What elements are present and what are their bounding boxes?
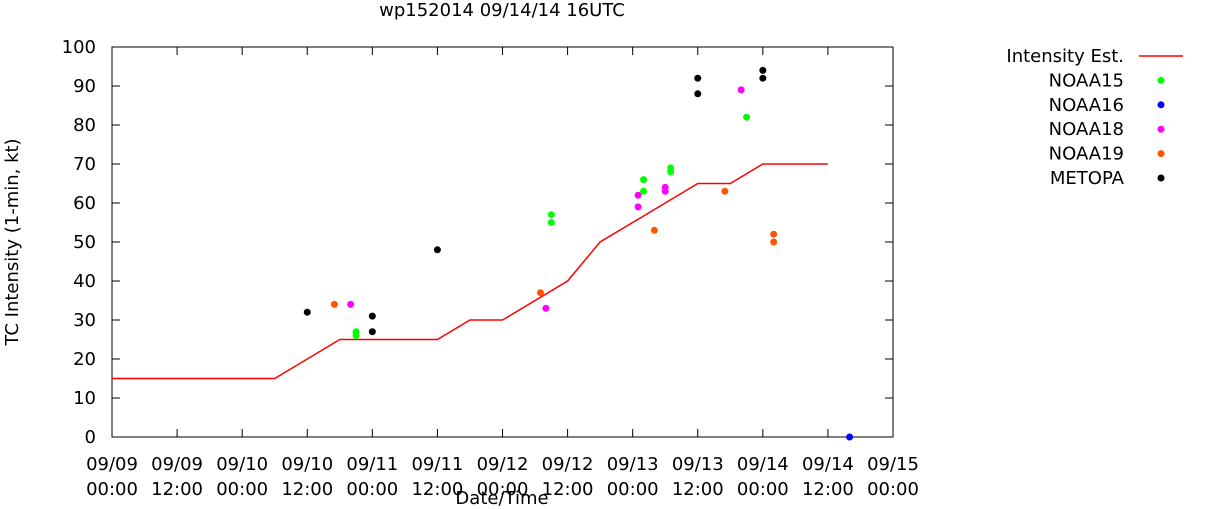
x-tick-label-date: 09/12 xyxy=(477,454,529,475)
x-tick-label-date: 09/14 xyxy=(737,454,789,475)
y-tick-label: 10 xyxy=(73,388,96,409)
x-tick-label-date: 09/14 xyxy=(802,454,854,475)
legend-label-noaa16: NOAA16 xyxy=(1049,95,1124,116)
y-tick-label: 60 xyxy=(73,193,96,214)
y-tick-label: 50 xyxy=(73,232,96,253)
y-tick-label: 80 xyxy=(73,115,96,136)
data-point-metopa xyxy=(759,74,767,82)
y-tick-label: 0 xyxy=(85,427,96,448)
legend-label-noaa19: NOAA19 xyxy=(1049,144,1124,165)
data-point-noaa15 xyxy=(547,211,555,219)
x-tick-label-time: 12:00 xyxy=(151,479,203,500)
x-tick-label-time: 12:00 xyxy=(411,479,463,500)
y-tick-label: 30 xyxy=(73,310,96,331)
legend-label-noaa15: NOAA15 xyxy=(1049,70,1124,91)
x-tick-label-date: 09/11 xyxy=(346,454,398,475)
plot-axes: 0 10 20 30 40 50 60 70 80 90 100 09/09 00:00 09/09 12:… xyxy=(62,37,919,500)
x-tick-label-date: 09/10 xyxy=(281,454,333,475)
data-point-metopa xyxy=(368,312,376,320)
x-tick-label-date: 09/09 xyxy=(151,454,203,475)
legend-label-noaa18: NOAA18 xyxy=(1049,119,1124,140)
x-tick-label-date: 09/10 xyxy=(216,454,268,475)
data-point-metopa xyxy=(694,74,702,82)
x-tick-label-date: 09/09 xyxy=(86,454,138,475)
x-tick-label-time: 00:00 xyxy=(737,479,789,500)
data-point-noaa18 xyxy=(634,191,642,199)
x-tick-label-time: 00:00 xyxy=(346,479,398,500)
data-point-noaa18 xyxy=(347,300,355,308)
data-point-noaa19 xyxy=(536,289,544,297)
chart-title: wp152014 09/14/14 16UTC xyxy=(379,0,625,21)
x-tick-label-time: 12:00 xyxy=(672,479,724,500)
legend-swatch-noaa15 xyxy=(1157,76,1165,84)
data-point-noaa19 xyxy=(330,300,338,308)
legend-label-intensity-est: Intensity Est. xyxy=(1006,46,1124,67)
data-point-metopa xyxy=(303,308,311,316)
data-point-noaa19 xyxy=(770,238,778,246)
x-tick-label-date: 09/15 xyxy=(867,454,919,475)
legend-swatch-metopa xyxy=(1157,174,1165,182)
x-tick-label-date: 09/12 xyxy=(542,454,594,475)
data-point-metopa xyxy=(694,90,702,98)
y-tick-label: 70 xyxy=(73,154,96,175)
y-axis-label: TC Intensity (1-min, kt) xyxy=(2,138,23,346)
data-point-noaa16 xyxy=(846,433,854,441)
x-axis-label: Date/Time xyxy=(455,488,548,509)
data-point-noaa18 xyxy=(542,304,550,312)
data-point-noaa15 xyxy=(547,219,555,226)
data-point-noaa15 xyxy=(352,332,360,340)
data-point-metopa xyxy=(433,246,441,254)
data-point-noaa15 xyxy=(667,168,675,176)
data-point-noaa18 xyxy=(737,86,745,94)
data-point-noaa19 xyxy=(650,226,658,234)
plot-marks xyxy=(112,66,854,441)
legend: Intensity Est. NOAA15 NOAA16 NOAA18 NOAA19 ME… xyxy=(1006,46,1183,189)
data-point-noaa18 xyxy=(661,187,669,195)
x-tick-label-time: 12:00 xyxy=(542,479,594,500)
x-tick-label-date: 09/13 xyxy=(672,454,724,475)
data-point-noaa19 xyxy=(721,187,729,195)
x-tick-label-time: 00:00 xyxy=(477,479,529,500)
data-point-metopa xyxy=(368,328,376,336)
legend-swatch-noaa16 xyxy=(1157,101,1165,109)
y-tick-label: 100 xyxy=(62,37,96,58)
series-line-intensity-est xyxy=(112,163,828,380)
x-tick-label-date: 09/13 xyxy=(607,454,659,475)
data-point-metopa xyxy=(759,66,767,74)
data-point-noaa15 xyxy=(743,113,751,121)
data-point-noaa15 xyxy=(640,187,648,195)
legend-swatch-noaa19 xyxy=(1157,150,1165,158)
x-tick-label-time: 12:00 xyxy=(281,479,333,500)
y-tick-label: 90 xyxy=(73,76,96,97)
x-tick-label-date: 09/11 xyxy=(411,454,463,475)
data-point-noaa19 xyxy=(770,230,778,238)
x-tick-label-time: 00:00 xyxy=(607,479,659,500)
x-tick-label-time: 00:00 xyxy=(867,479,919,500)
legend-swatch-noaa18 xyxy=(1157,125,1165,133)
legend-label-metopa: METOPA xyxy=(1050,168,1125,189)
x-tick-label-time: 12:00 xyxy=(802,479,854,500)
data-point-noaa15 xyxy=(640,176,648,184)
y-tick-label: 40 xyxy=(73,271,96,292)
x-tick-label-time: 00:00 xyxy=(86,479,138,500)
data-point-noaa18 xyxy=(634,203,642,211)
x-tick-label-time: 00:00 xyxy=(216,479,268,500)
y-tick-label: 20 xyxy=(73,349,96,370)
